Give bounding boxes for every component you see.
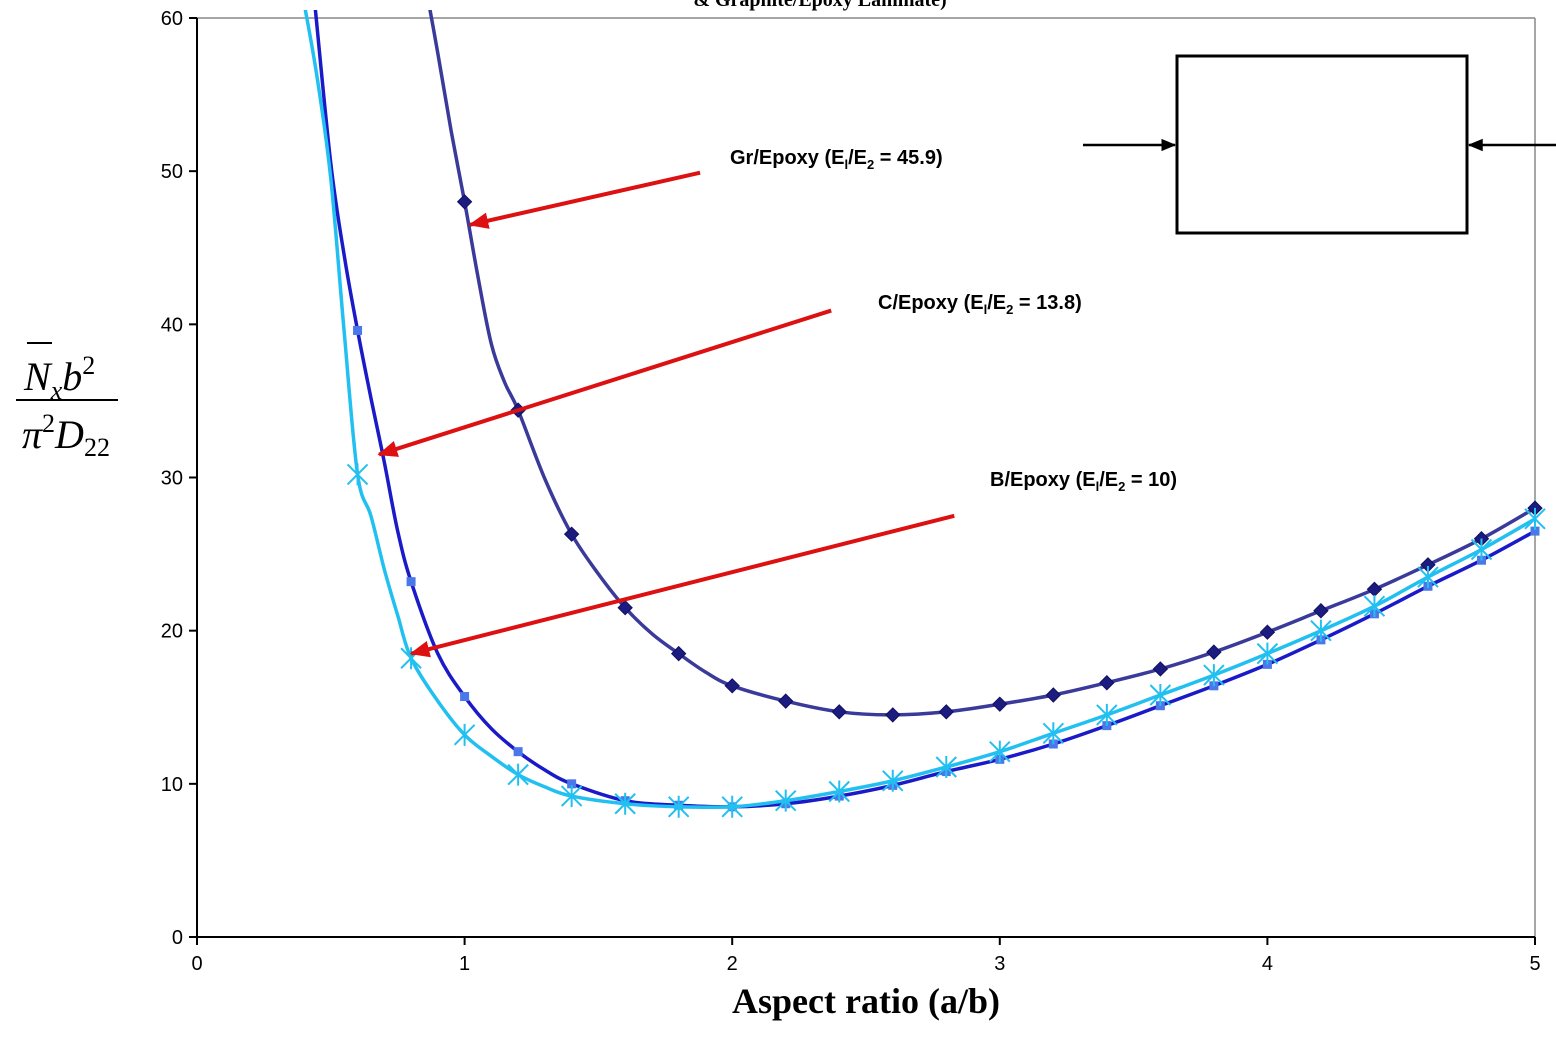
- data-point-diamond: [1366, 581, 1383, 598]
- data-point-diamond: [1045, 687, 1062, 703]
- data-point-diamond: [1313, 603, 1329, 619]
- chart-title: & Graphite/Epoxy Laminate): [693, 0, 946, 11]
- y-tick-label: 50: [161, 161, 183, 183]
- data-point-asterisk: [667, 795, 690, 818]
- annotation-gr: Gr/Epoxy (El/E2 = 45.9): [468, 147, 943, 229]
- data-point-asterisk: [989, 740, 1011, 763]
- data-point-square: [567, 779, 577, 789]
- annotation-b: B/Epoxy (El/E2 = 10): [409, 469, 1177, 658]
- data-point-diamond: [938, 704, 954, 720]
- annotation-arrow-gr: [468, 170, 701, 229]
- data-point-asterisk: [882, 769, 904, 792]
- data-point-asterisk: [1470, 538, 1493, 561]
- svg-text:Nxb2: Nxb2: [23, 351, 95, 405]
- series-b-epoxy: [303, 10, 1546, 818]
- data-point-asterisk: [775, 789, 797, 812]
- annotation-layer: Gr/Epoxy (El/E2 = 45.9) C/Epoxy (El/E2 = …: [377, 147, 1177, 658]
- annotation-c: C/Epoxy (El/E2 = 13.8): [377, 292, 1082, 457]
- data-point-asterisk: [1203, 664, 1225, 687]
- y-axis-label: Nxb2 π2D22: [16, 342, 118, 462]
- data-point-diamond: [992, 696, 1008, 712]
- y-label-num-sub: x: [50, 376, 63, 405]
- data-point-asterisk: [1363, 595, 1386, 618]
- y-label-num-symbol: N: [23, 354, 53, 399]
- data-point-asterisk: [828, 780, 850, 803]
- data-point-diamond: [670, 645, 687, 662]
- data-point-asterisk: [560, 785, 583, 808]
- x-ticks: 0 1 2 3 4 5: [191, 937, 1541, 975]
- data-point-asterisk: [1042, 722, 1065, 745]
- data-point-square: [353, 325, 363, 335]
- data-point-diamond: [778, 693, 794, 709]
- data-point-asterisk: [1149, 683, 1172, 706]
- data-point-diamond: [1099, 675, 1115, 691]
- data-point-asterisk: [1310, 619, 1332, 642]
- data-point-asterisk: [721, 795, 743, 818]
- y-label-num-exp: 2: [82, 351, 95, 380]
- data-point-asterisk: [1524, 507, 1546, 530]
- y-label-den-exp: 2: [42, 409, 55, 438]
- data-point-asterisk: [507, 763, 529, 786]
- data-point-diamond: [1152, 661, 1169, 677]
- y-label-den-symbol: π: [22, 412, 43, 457]
- data-point-square: [1530, 526, 1540, 536]
- x-tick-label: 4: [1262, 953, 1273, 975]
- x-tick-label: 0: [191, 953, 202, 975]
- y-label-num-var: b: [62, 354, 82, 399]
- x-tick-label: 2: [727, 953, 738, 975]
- x-axis-label: Aspect ratio (a/b): [732, 981, 1000, 1021]
- data-point-diamond: [1259, 624, 1276, 640]
- y-label-den-sub: 22: [84, 433, 110, 462]
- annotation-label-gr: Gr/Epoxy (El/E2 = 45.9): [730, 147, 943, 172]
- data-point-asterisk: [935, 755, 957, 778]
- data-point-diamond: [1206, 644, 1222, 660]
- data-point-diamond: [885, 707, 901, 723]
- data-point-diamond: [563, 526, 580, 542]
- x-tick-label: 5: [1529, 953, 1540, 975]
- y-tick-label: 10: [161, 774, 183, 796]
- data-point-diamond: [456, 194, 473, 210]
- x-tick-label: 1: [459, 953, 470, 975]
- data-point-square: [513, 747, 523, 757]
- annotation-label-c: C/Epoxy (El/E2 = 13.8): [878, 292, 1082, 317]
- data-point-diamond: [724, 678, 740, 694]
- data-point-asterisk: [614, 792, 636, 815]
- data-point-asterisk: [1256, 642, 1279, 665]
- x-tick-label: 3: [994, 953, 1005, 975]
- y-tick-label: 40: [161, 314, 183, 336]
- annotation-label-b: B/Epoxy (El/E2 = 10): [990, 469, 1177, 494]
- series-line-b: [303, 10, 1536, 810]
- y-label-den-var: D: [54, 412, 84, 457]
- data-point-asterisk: [1417, 566, 1439, 589]
- data-point-square: [406, 577, 416, 587]
- data-point-diamond: [831, 704, 847, 720]
- data-point-asterisk: [453, 723, 476, 746]
- y-tick-label: 30: [161, 468, 183, 490]
- data-point-diamond: [617, 599, 633, 616]
- data-point-square: [460, 692, 470, 702]
- y-tick-label: 60: [161, 8, 183, 30]
- annotation-arrow-b: [409, 513, 955, 658]
- data-point-asterisk: [346, 463, 369, 486]
- annotation-arrow-c: [377, 308, 832, 457]
- plate-inset-box: [1175, 54, 1469, 235]
- y-tick-label: 20: [161, 621, 183, 643]
- y-tick-label: 0: [172, 927, 183, 949]
- data-point-asterisk: [1096, 703, 1118, 726]
- svg-text:π2D22: π2D22: [22, 409, 110, 462]
- y-ticks: 0 10 20 30 40 50 60: [161, 8, 197, 949]
